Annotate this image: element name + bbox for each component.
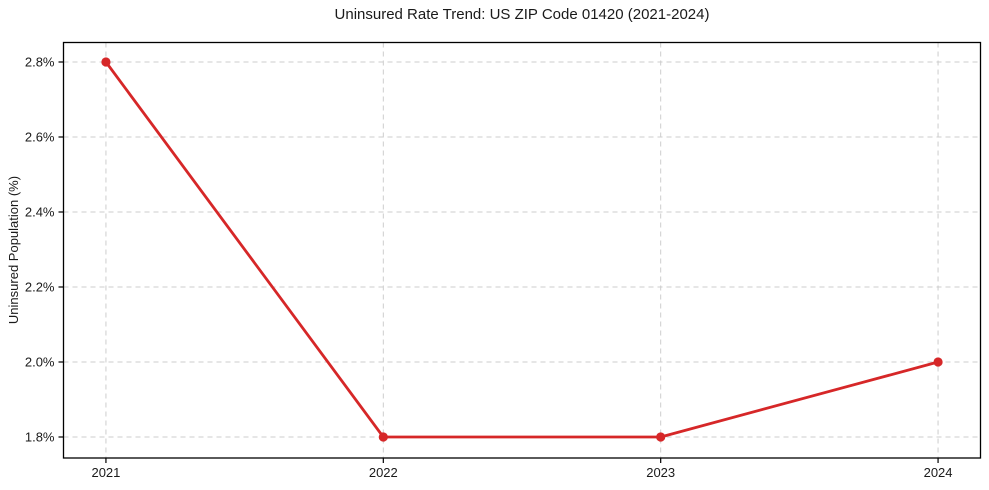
x-tick-label: 2023 [646, 465, 675, 480]
y-tick-label: 2.6% [25, 130, 55, 145]
chart-title: Uninsured Rate Trend: US ZIP Code 01420 … [334, 6, 710, 23]
y-tick-label: 2.8% [25, 55, 55, 70]
y-tick-label: 2.2% [25, 280, 55, 295]
plot-border [62, 41, 982, 459]
x-tick-label: 2021 [91, 465, 120, 480]
y-tick-label: 1.8% [25, 430, 55, 445]
data-point-2022 [378, 432, 388, 442]
x-tick-label: 2024 [924, 465, 953, 480]
y-tick-label: 2.4% [25, 205, 55, 220]
data-point-2021 [101, 57, 111, 67]
data-point-2024 [933, 357, 943, 367]
data-point-2023 [656, 432, 666, 442]
y-tick-label: 2.0% [25, 355, 55, 370]
x-tick-label: 2022 [369, 465, 398, 480]
trend-line [104, 60, 940, 439]
